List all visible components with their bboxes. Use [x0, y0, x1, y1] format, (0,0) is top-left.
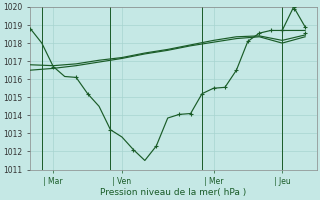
X-axis label: Pression niveau de la mer( hPa ): Pression niveau de la mer( hPa )	[100, 188, 247, 197]
